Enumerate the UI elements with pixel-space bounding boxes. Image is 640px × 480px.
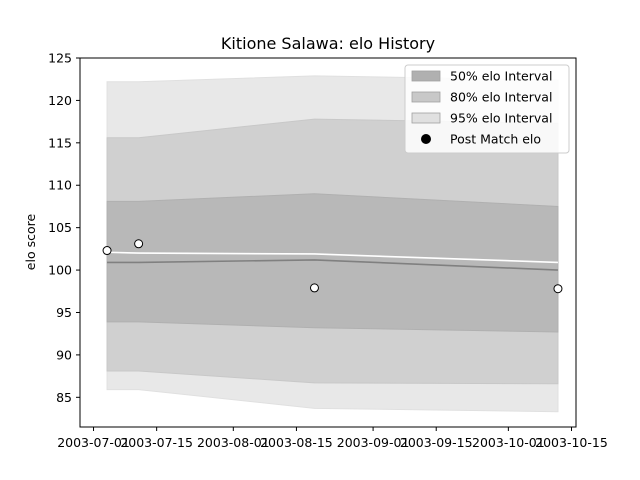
- elo-lines: [107, 251, 558, 271]
- trend-line: [107, 251, 558, 264]
- post-match-points: [102, 239, 563, 294]
- plot-frame: [79, 57, 577, 428]
- legend-label: 95% elo Interval: [450, 111, 552, 126]
- x-tick-label: 2003-10-15: [535, 435, 608, 450]
- legend-label: 80% elo Interval: [450, 90, 552, 105]
- y-tick-label: 105: [48, 220, 72, 235]
- x-tick-label: 2003-07-15: [120, 435, 193, 450]
- legend-swatch: [411, 91, 441, 103]
- legend-marker: [421, 134, 431, 144]
- legend-swatch: [411, 112, 441, 124]
- y-tick-label: 95: [56, 305, 72, 320]
- mean-elo-line: [107, 259, 558, 271]
- post-match-point: [134, 239, 144, 249]
- y-tick-label: 85: [56, 390, 72, 405]
- post-match-point: [553, 284, 563, 294]
- x-tick-label: 2003-08-15: [260, 435, 333, 450]
- y-tick-label: 100: [48, 263, 72, 278]
- post-match-point: [102, 246, 112, 256]
- legend-box: [404, 64, 570, 154]
- post-match-point: [309, 283, 319, 293]
- y-axis: 85 90 95 100 105 110 115 120 125: [48, 51, 80, 405]
- legend-label: Post Match elo: [450, 132, 541, 147]
- legend-swatch: [411, 70, 441, 82]
- chart-title: Kitione Salawa: elo History: [221, 34, 435, 53]
- interval-bands: [106, 75, 559, 413]
- y-axis-label: elo score: [23, 214, 38, 271]
- y-tick-label: 110: [48, 178, 72, 193]
- y-tick-label: 120: [48, 93, 72, 108]
- x-tick-label: 2003-09-01: [337, 435, 410, 450]
- band-50-percent: [106, 193, 559, 333]
- x-tick-label: 2003-07-01: [57, 435, 130, 450]
- y-tick-label: 125: [48, 51, 72, 66]
- legend: 50% elo Interval 80% elo Interval 95% elo …: [404, 64, 570, 154]
- x-tick-label: 2003-09-15: [400, 435, 473, 450]
- y-tick-label: 90: [56, 347, 72, 362]
- legend-label: 50% elo Interval: [450, 69, 552, 84]
- x-tick-label: 2003-08-01: [197, 435, 270, 450]
- x-tick-label: 2003-10-01: [472, 435, 545, 450]
- y-tick-label: 115: [48, 135, 72, 150]
